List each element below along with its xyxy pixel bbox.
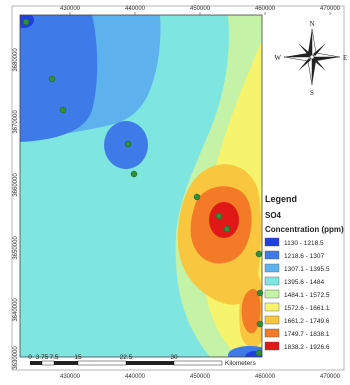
sample-point bbox=[215, 212, 223, 220]
sample-point bbox=[48, 75, 56, 83]
scale-tick-label: 22.5 bbox=[120, 354, 133, 361]
x-tick-label-top: 440000 bbox=[125, 6, 146, 12]
compass-south: S bbox=[310, 89, 314, 97]
legend-title: Legend bbox=[265, 194, 297, 204]
y-tick-label: 3650000 bbox=[13, 236, 19, 260]
sample-point bbox=[124, 140, 132, 148]
sample-point bbox=[255, 349, 263, 357]
legend-swatch bbox=[264, 302, 280, 312]
scale-tick-label: 7.5 bbox=[49, 354, 58, 361]
compass-west: W bbox=[274, 54, 281, 62]
legend-swatch bbox=[264, 328, 280, 338]
scale-unit: Kilometers bbox=[225, 360, 256, 367]
y-tick-label: 3680000 bbox=[13, 48, 19, 72]
sample-point bbox=[255, 250, 263, 258]
x-tick-label-top: 470000 bbox=[320, 6, 341, 12]
legend-class-label: 1484.1 - 1572.5 bbox=[284, 292, 330, 299]
scale-tick-label: 15 bbox=[74, 354, 82, 361]
x-tick-label-bottom: 450000 bbox=[190, 374, 211, 380]
legend-swatch bbox=[264, 289, 280, 299]
concentration-surface bbox=[20, 15, 262, 357]
legend-class-label: 1572.6 - 1661.1 bbox=[284, 305, 330, 312]
legend-field-name: Concentration (ppm) bbox=[265, 225, 344, 234]
sample-point bbox=[256, 320, 264, 328]
legend-swatch bbox=[264, 263, 280, 273]
map-border bbox=[19, 14, 263, 358]
compass-north: N bbox=[309, 20, 314, 28]
legend-swatch bbox=[264, 341, 280, 351]
x-tick-label-bottom: 440000 bbox=[125, 374, 146, 380]
scale-tick-label: 0 bbox=[28, 354, 32, 361]
y-tick-label: 3640000 bbox=[13, 298, 19, 322]
sample-point bbox=[59, 106, 67, 114]
zone-blue bbox=[20, 15, 98, 142]
sample-point bbox=[256, 289, 264, 297]
north-arrow: N S E W bbox=[274, 20, 347, 97]
sample-point bbox=[130, 170, 138, 178]
sample-point bbox=[193, 193, 201, 201]
y-axis-left: 3680000 3670000 3660000 3650000 3640000 … bbox=[13, 48, 19, 370]
legend-swatch bbox=[264, 250, 280, 260]
scale-tick-label: 3.75 bbox=[36, 354, 49, 361]
x-tick-label-top: 430000 bbox=[60, 6, 81, 12]
legend-swatch bbox=[264, 276, 280, 286]
sample-point bbox=[22, 18, 30, 26]
legend-class-label: 1307.1 - 1395.5 bbox=[284, 266, 330, 273]
legend-swatch bbox=[264, 315, 280, 325]
zone-orange-south bbox=[241, 288, 261, 334]
y-tick-label: 3670000 bbox=[13, 110, 19, 134]
x-tick-label-bottom: 430000 bbox=[60, 374, 81, 380]
legend-class-label: 1749.7 - 1838.1 bbox=[284, 331, 330, 338]
scale-bar: 0 3.75 7.5 15 22.5 30 Kilometers bbox=[28, 354, 256, 367]
scale-tick-label: 30 bbox=[170, 354, 178, 361]
x-tick-label-bottom: 470000 bbox=[320, 374, 341, 380]
y-tick-label: 3660000 bbox=[13, 173, 19, 197]
x-axis-top: 430000 440000 450000 460000 470000 bbox=[60, 6, 341, 15]
x-axis-bottom: 430000 440000 450000 460000 470000 bbox=[60, 374, 341, 380]
legend-class-label: 1838.2 - 1926.6 bbox=[284, 344, 330, 351]
zone-red-hotspot bbox=[209, 202, 239, 238]
legend-class-label: 1218.6 - 1307 bbox=[284, 253, 325, 260]
legend-classes: 1130 - 1218.5 1218.6 - 1307 1307.1 - 1395.… bbox=[264, 237, 330, 351]
legend-swatch bbox=[264, 237, 280, 247]
legend-class-label: 1661.2 - 1749.6 bbox=[284, 318, 330, 325]
legend: Legend SO4 Concentration (ppm) 1130 - 12… bbox=[264, 194, 344, 351]
legend-class-label: 1130 - 1218.5 bbox=[284, 240, 324, 247]
sample-points bbox=[22, 18, 264, 357]
compass-east: E bbox=[343, 54, 347, 62]
legend-layer-name: SO4 bbox=[265, 211, 282, 220]
legend-class-label: 1395.6 - 1484 bbox=[284, 279, 325, 286]
x-tick-label-bottom: 460000 bbox=[255, 374, 276, 380]
sample-point bbox=[223, 225, 231, 233]
y-tick-label: 3630000 bbox=[13, 346, 19, 370]
x-tick-label-top: 460000 bbox=[255, 6, 276, 12]
x-tick-label-top: 450000 bbox=[190, 6, 211, 12]
